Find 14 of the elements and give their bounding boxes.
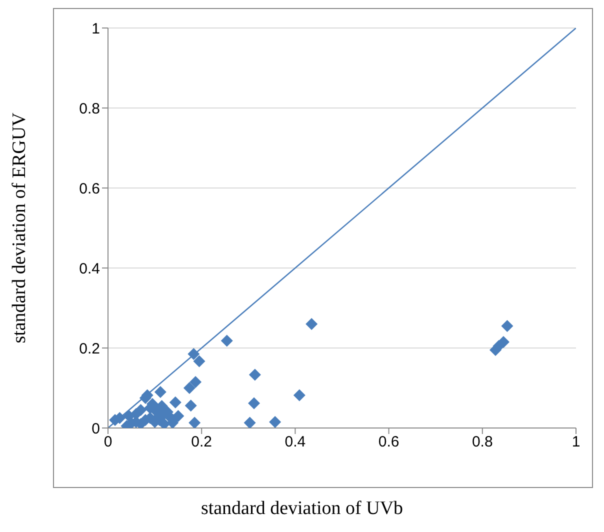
- x-tick-label: 0.6: [378, 434, 400, 451]
- x-tick-label: 1: [572, 434, 580, 451]
- x-tick-label: 0.2: [191, 434, 212, 451]
- x-axis-title: standard deviation of UVb: [200, 498, 404, 520]
- y-tick-label: 0.6: [79, 180, 100, 198]
- y-axis-title: standard deviation of ERGUV: [9, 112, 31, 344]
- x-tick-label: 0: [104, 434, 112, 451]
- y-tick-label: 0.4: [79, 260, 100, 278]
- y-tick-label: 0.8: [79, 100, 100, 118]
- x-tick-label: 0.8: [472, 434, 493, 451]
- y-tick-label: 1: [92, 20, 100, 38]
- y-tick-label: 0: [92, 420, 100, 438]
- x-tick-label: 0.4: [284, 434, 306, 451]
- y-tick-label: 0.2: [79, 340, 100, 358]
